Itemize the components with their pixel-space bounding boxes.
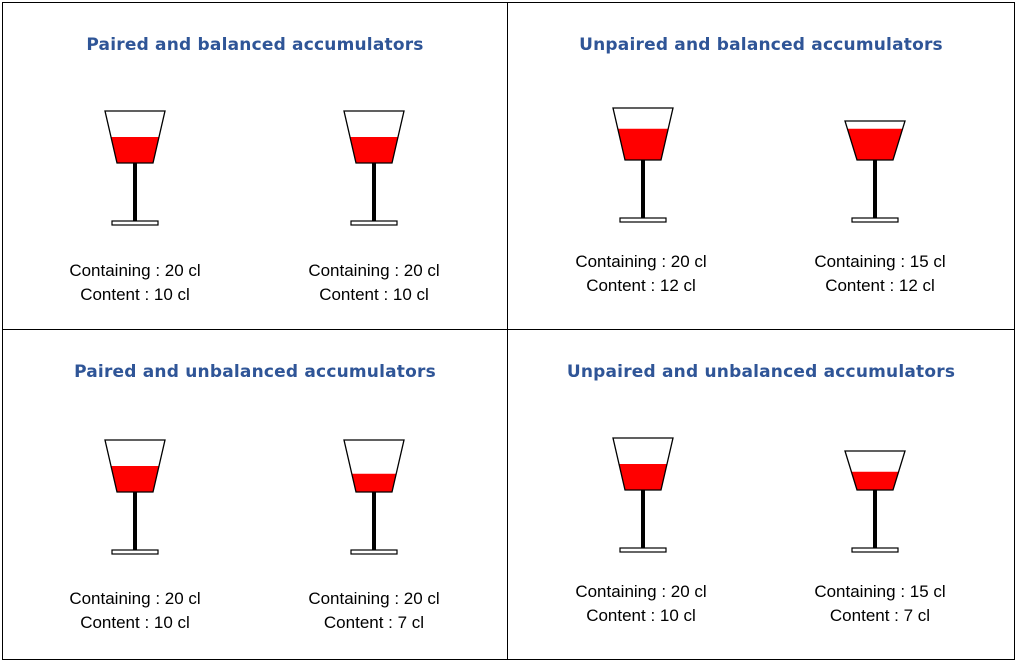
glass-stem <box>873 160 877 218</box>
glass-bowl-outline <box>104 110 166 164</box>
glass-stem <box>372 163 376 221</box>
containing-text: Containing : 20 cl <box>575 582 707 601</box>
content-text: Content : 10 cl <box>586 606 696 625</box>
wine-glass-left <box>104 110 166 226</box>
content-text: Content : 12 cl <box>586 276 696 295</box>
wine-liquid <box>351 473 397 492</box>
wine-glass-left <box>612 437 674 553</box>
panel-unpaired-unbalanced: Unpaired and unbalanced accumulators Con… <box>508 330 1014 659</box>
glass-base <box>619 547 667 553</box>
glass-stem <box>641 160 645 218</box>
panel-title: Paired and unbalanced accumulators <box>74 362 436 382</box>
wine-liquid <box>847 128 903 160</box>
glass-base <box>851 547 899 553</box>
panel-title: Unpaired and unbalanced accumulators <box>566 362 956 382</box>
content-text: Content : 10 cl <box>80 285 190 304</box>
glass-label-left: Containing : 20 cl Content : 10 cl <box>45 587 225 635</box>
panel-unpaired-balanced: Unpaired and balanced accumulators Conta… <box>508 3 1014 329</box>
glass-stem <box>372 492 376 550</box>
divider-horizontal <box>2 329 1015 330</box>
containing-text: Containing : 20 cl <box>69 261 201 280</box>
panel-title: Unpaired and balanced accumulators <box>579 35 943 55</box>
panel-paired-balanced: Paired and balanced accumulators Contain… <box>3 3 507 329</box>
wine-glass-right <box>343 110 405 226</box>
content-text: Content : 12 cl <box>825 276 935 295</box>
glass-stem <box>133 492 137 550</box>
glass-stem <box>133 163 137 221</box>
glass-bowl-outline <box>844 120 906 161</box>
containing-text: Containing : 20 cl <box>575 252 707 271</box>
glass-stem <box>641 490 645 548</box>
wine-glass-left <box>612 107 674 223</box>
wine-liquid <box>350 137 398 163</box>
containing-text: Containing : 20 cl <box>308 589 440 608</box>
panel-title: Paired and balanced accumulators <box>86 35 424 55</box>
glass-label-right: Containing : 15 cl Content : 7 cl <box>790 580 970 628</box>
border-right <box>1014 2 1015 660</box>
wine-liquid <box>111 137 159 163</box>
glass-label-left: Containing : 20 cl Content : 10 cl <box>551 580 731 628</box>
glass-bowl-outline <box>343 110 405 164</box>
containing-text: Containing : 20 cl <box>308 261 440 280</box>
containing-text: Containing : 15 cl <box>814 582 946 601</box>
glass-label-left: Containing : 20 cl Content : 10 cl <box>45 259 225 307</box>
glass-base <box>111 220 159 226</box>
content-text: Content : 7 cl <box>323 613 425 632</box>
containing-text: Containing : 15 cl <box>814 252 946 271</box>
glass-label-left: Containing : 20 cl Content : 12 cl <box>551 250 731 298</box>
glass-label-right: Containing : 20 cl Content : 10 cl <box>284 259 464 307</box>
glass-base <box>851 217 899 223</box>
glass-base <box>350 549 398 555</box>
wine-glass-left <box>104 439 166 555</box>
glass-label-right: Containing : 20 cl Content : 7 cl <box>284 587 464 635</box>
panel-paired-unbalanced: Paired and unbalanced accumulators Conta… <box>3 330 507 659</box>
border-left <box>2 2 3 660</box>
glass-base <box>111 549 159 555</box>
glass-bowl-outline <box>844 450 906 491</box>
wine-liquid <box>617 128 669 160</box>
divider-vertical <box>507 2 508 660</box>
wine-liquid <box>111 466 159 492</box>
glass-label-right: Containing : 15 cl Content : 12 cl <box>790 250 970 298</box>
content-text: Content : 7 cl <box>829 606 931 625</box>
wine-glass-right <box>343 439 405 555</box>
glass-bowl-outline <box>612 107 674 161</box>
wine-liquid <box>851 471 899 490</box>
content-text: Content : 10 cl <box>80 613 190 632</box>
glass-base <box>619 217 667 223</box>
content-text: Content : 10 cl <box>319 285 429 304</box>
border-bottom <box>2 659 1015 660</box>
wine-glass-right <box>844 120 906 223</box>
glass-bowl-outline <box>612 437 674 491</box>
glass-stem <box>873 490 877 548</box>
glass-base <box>350 220 398 226</box>
wine-liquid <box>619 464 667 490</box>
containing-text: Containing : 20 cl <box>69 589 201 608</box>
wine-glass-right <box>844 450 906 553</box>
glass-bowl-outline <box>104 439 166 493</box>
border-top <box>2 2 1015 3</box>
glass-bowl-outline <box>343 439 405 493</box>
